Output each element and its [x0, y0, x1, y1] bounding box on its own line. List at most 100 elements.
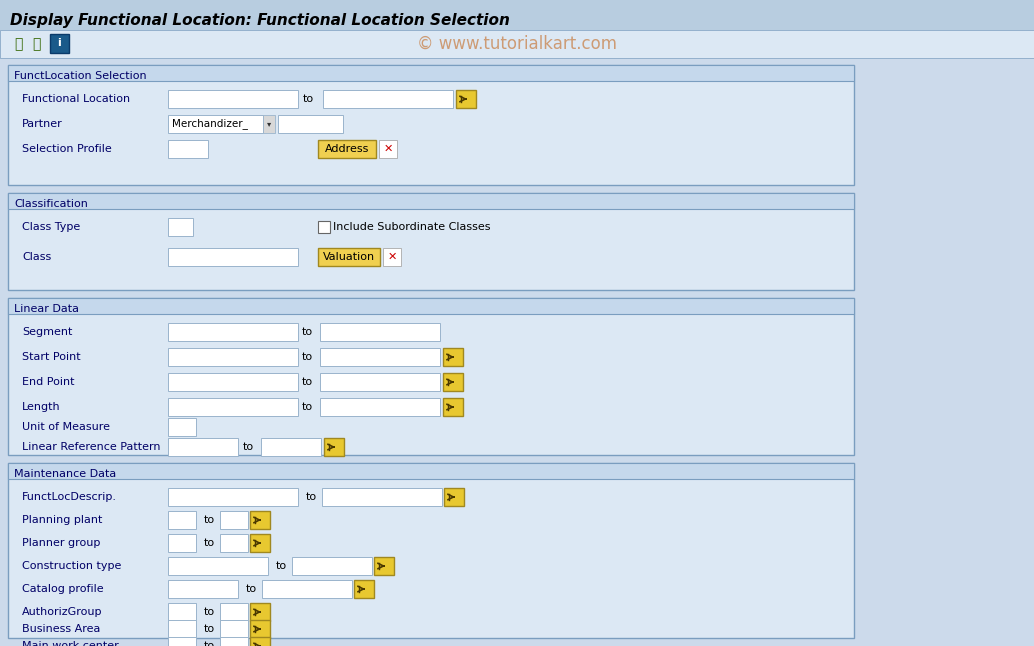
Bar	[168, 323, 298, 341]
Text: to: to	[204, 641, 215, 646]
Bar	[220, 620, 248, 638]
Bar	[320, 373, 440, 391]
Text: Main work center: Main work center	[22, 641, 119, 646]
Text: Merchandizer_: Merchandizer_	[172, 119, 248, 129]
Bar	[8, 193, 854, 209]
Text: Maintenance Data: Maintenance Data	[14, 469, 116, 479]
Bar	[168, 511, 196, 529]
Bar	[250, 620, 270, 638]
Text: Classification: Classification	[14, 199, 88, 209]
Text: Length: Length	[22, 402, 61, 412]
Bar	[168, 488, 298, 506]
Bar	[292, 557, 372, 575]
Text: End Point: End Point	[22, 377, 74, 387]
Bar	[379, 140, 397, 158]
Bar	[220, 603, 248, 621]
Bar	[168, 438, 238, 456]
Text: Class Type: Class Type	[22, 222, 81, 232]
Text: to: to	[303, 94, 314, 104]
Text: to: to	[246, 584, 257, 594]
Bar	[443, 398, 463, 416]
Text: to: to	[204, 515, 215, 525]
Text: ⧉: ⧉	[32, 37, 40, 51]
Bar	[262, 580, 352, 598]
Text: FunctLocation Selection: FunctLocation Selection	[14, 71, 147, 81]
Text: Partner: Partner	[22, 119, 63, 129]
Bar	[168, 218, 193, 236]
Text: Segment: Segment	[22, 327, 72, 337]
Bar	[324, 438, 344, 456]
Bar	[8, 463, 854, 638]
Bar	[168, 637, 196, 646]
Bar	[8, 298, 854, 314]
Bar	[220, 637, 248, 646]
Bar	[8, 298, 854, 455]
Text: © www.tutorialkart.com: © www.tutorialkart.com	[417, 35, 617, 53]
Text: Linear Reference Pattern: Linear Reference Pattern	[22, 442, 160, 452]
Text: Catalog profile: Catalog profile	[22, 584, 103, 594]
Text: ✕: ✕	[384, 144, 393, 154]
Text: to: to	[243, 442, 254, 452]
Bar	[354, 580, 374, 598]
Bar	[168, 373, 298, 391]
Text: to: to	[302, 352, 313, 362]
Bar	[323, 90, 453, 108]
Bar	[8, 65, 854, 81]
Text: Linear Data: Linear Data	[14, 304, 79, 314]
Bar	[320, 348, 440, 366]
Bar	[168, 580, 238, 598]
Text: Planning plant: Planning plant	[22, 515, 102, 525]
Text: Construction type: Construction type	[22, 561, 121, 571]
Text: Valuation: Valuation	[323, 252, 375, 262]
Bar	[250, 511, 270, 529]
Text: to: to	[302, 377, 313, 387]
Text: to: to	[204, 607, 215, 617]
Bar	[320, 323, 440, 341]
Text: to: to	[204, 624, 215, 634]
Bar	[0, 30, 1034, 58]
Bar	[261, 438, 321, 456]
Text: Selection Profile: Selection Profile	[22, 144, 112, 154]
Text: AuthorizGroup: AuthorizGroup	[22, 607, 102, 617]
Bar	[168, 620, 196, 638]
Bar	[263, 115, 275, 133]
Bar	[443, 373, 463, 391]
Bar	[8, 65, 854, 185]
Bar	[168, 418, 196, 436]
Bar	[168, 603, 196, 621]
Bar	[168, 534, 196, 552]
Bar	[168, 248, 298, 266]
Text: Class: Class	[22, 252, 52, 262]
Bar	[220, 534, 248, 552]
Bar	[8, 463, 854, 479]
Bar	[383, 248, 401, 266]
Text: ▾: ▾	[267, 120, 271, 129]
Bar	[250, 534, 270, 552]
Bar	[220, 511, 248, 529]
Text: to: to	[276, 561, 287, 571]
Bar	[318, 140, 376, 158]
Text: to: to	[306, 492, 317, 502]
Text: Functional Location: Functional Location	[22, 94, 130, 104]
Text: to: to	[302, 402, 313, 412]
Text: Business Area: Business Area	[22, 624, 100, 634]
Text: to: to	[302, 327, 313, 337]
Bar	[168, 398, 298, 416]
Bar	[318, 248, 381, 266]
Text: i: i	[57, 38, 61, 48]
Bar	[374, 557, 394, 575]
Bar	[250, 637, 270, 646]
Bar	[168, 140, 208, 158]
Text: to: to	[204, 538, 215, 548]
Text: FunctLocDescrip.: FunctLocDescrip.	[22, 492, 117, 502]
Bar	[320, 398, 440, 416]
Bar	[168, 115, 263, 133]
Bar	[168, 557, 268, 575]
Bar	[0, 0, 1034, 30]
Bar	[318, 221, 330, 233]
Bar	[278, 115, 343, 133]
Text: Start Point: Start Point	[22, 352, 81, 362]
Text: ✕: ✕	[388, 252, 397, 262]
Bar	[50, 34, 69, 53]
Text: Display Functional Location: Functional Location Selection: Display Functional Location: Functional …	[10, 12, 510, 28]
